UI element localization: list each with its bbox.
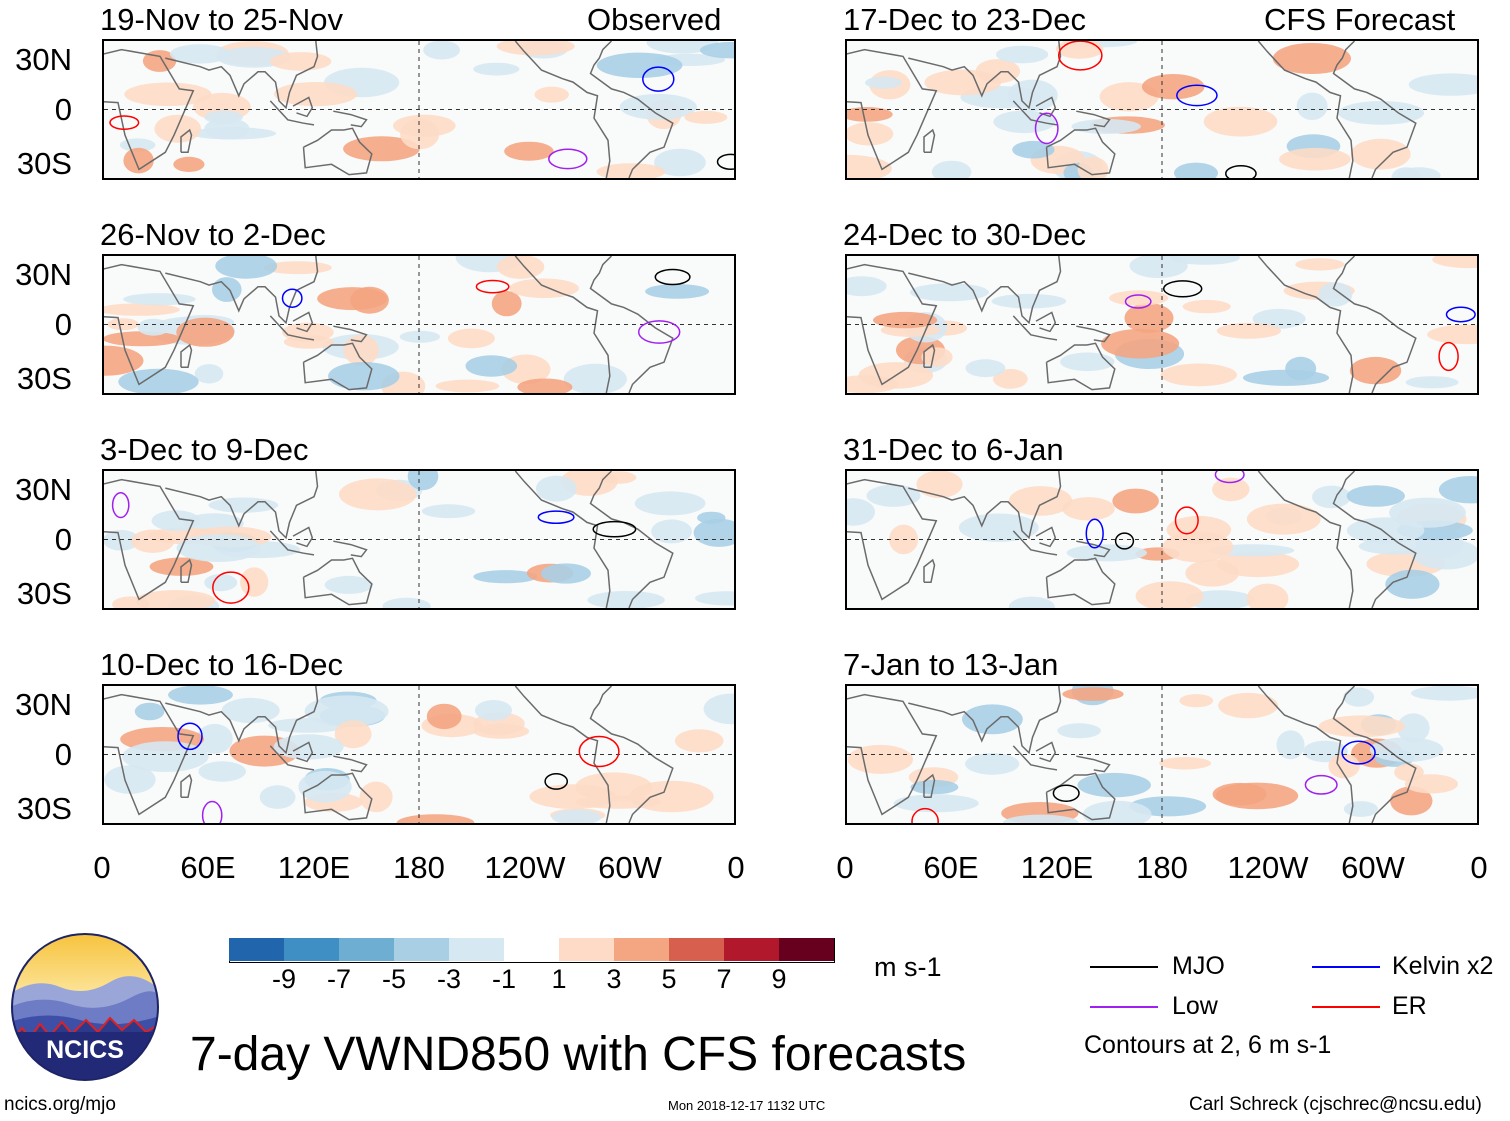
colorbar-label: -1 [491,964,516,994]
panel-title-l2: 3-Dec to 9-Dec [100,432,309,467]
colorbar-label: -9 [271,964,296,994]
xtick-0: 0 [93,850,111,885]
legend-line-er [1312,1006,1380,1008]
xtick-60w: 60W [598,850,662,885]
colorbar-cell [779,938,835,961]
footer-timestamp: Mon 2018-12-17 1132 UTC [668,1098,826,1113]
panel-label-observed: Observed [587,2,722,37]
footer-url: ncics.org/mjo [4,1094,116,1115]
legend-line-mjo [1090,966,1158,968]
colorbar-cell [394,938,450,961]
panel-title-r2: 31-Dec to 6-Jan [843,432,1064,467]
ytick-0: 0 [54,307,72,342]
colorbar-cell [284,938,340,961]
ytick-0: 0 [54,92,72,127]
map-panel-r2 [845,469,1479,610]
legend-label-mjo: MJO [1172,952,1225,980]
panel-title-l0: 19-Nov to 25-Nov [100,2,343,37]
colorbar-cell [229,938,285,961]
legend-label-kelvin: Kelvin x2 [1392,952,1494,980]
colorbar-cell [504,938,560,961]
legend-line-kelvin [1312,966,1380,968]
colorbar-cell [449,938,505,961]
xtick-180: 180 [393,850,445,885]
colorbar-cell [339,938,395,961]
main-title: 7-day VWND850 with CFS forecasts [190,1028,967,1081]
ytick-30n: 30N [15,42,72,77]
xtick-60e: 60E [923,850,979,885]
logo-text: NCICS [46,1036,124,1064]
map-panel-r0 [845,39,1479,180]
colorbar-label: -5 [381,964,406,994]
ytick-30s: 30S [16,146,72,181]
colorbar-label: 1 [551,964,567,994]
contour-note: Contours at 2, 6 m s-1 [1084,1031,1332,1059]
xtick-0: 0 [836,850,854,885]
colorbar-units: m s-1 [874,952,942,982]
colorbar-cell [724,938,780,961]
map-panel-l2 [102,469,736,610]
colorbar-label: 5 [661,964,677,994]
ytick-30s: 30S [16,791,72,826]
ytick-30n: 30N [15,687,72,722]
ytick-30s: 30S [16,361,72,396]
colorbar-label: 9 [771,964,787,994]
colorbar-label: 3 [606,964,622,994]
panel-title-r3: 7-Jan to 13-Jan [843,647,1059,682]
xtick-120w: 120W [1227,850,1309,885]
panel-title-r1: 24-Dec to 30-Dec [843,217,1086,252]
map-panel-l0 [102,39,736,180]
ytick-30s: 30S [16,576,72,611]
legend-label-er: ER [1392,992,1427,1020]
xtick-120e: 120E [1020,850,1094,885]
panel-label-forecast: CFS Forecast [1264,2,1456,37]
map-panel-r1 [845,254,1479,395]
xtick-60e: 60E [180,850,236,885]
colorbar-cell [669,938,725,961]
ytick-0: 0 [54,737,72,772]
colorbar-cell [559,938,615,961]
colorbar-cell [614,938,670,961]
map-panel-r3 [845,684,1479,825]
ytick-30n: 30N [15,472,72,507]
ytick-0: 0 [54,522,72,557]
ytick-30n: 30N [15,257,72,292]
colorbar-label: -7 [326,964,351,994]
map-panel-l3 [102,684,736,825]
xtick-120w: 120W [484,850,566,885]
xtick-60w: 60W [1341,850,1405,885]
map-panel-l1 [102,254,736,395]
panel-title-l1: 26-Nov to 2-Dec [100,217,326,252]
colorbar-label: 7 [716,964,732,994]
xtick-180: 180 [1136,850,1188,885]
panel-title-r0: 17-Dec to 23-Dec [843,2,1086,37]
colorbar-label: -3 [436,964,461,994]
footer-author: Carl Schreck (cjschrec@ncsu.edu) [1189,1094,1482,1115]
legend-label-low: Low [1172,992,1218,1020]
ncics-logo: NCICS [10,932,160,1082]
xtick-120e: 120E [277,850,351,885]
xtick-0: 0 [727,850,745,885]
xtick-0: 0 [1470,850,1488,885]
panel-title-l3: 10-Dec to 16-Dec [100,647,343,682]
legend-line-low [1090,1006,1158,1008]
